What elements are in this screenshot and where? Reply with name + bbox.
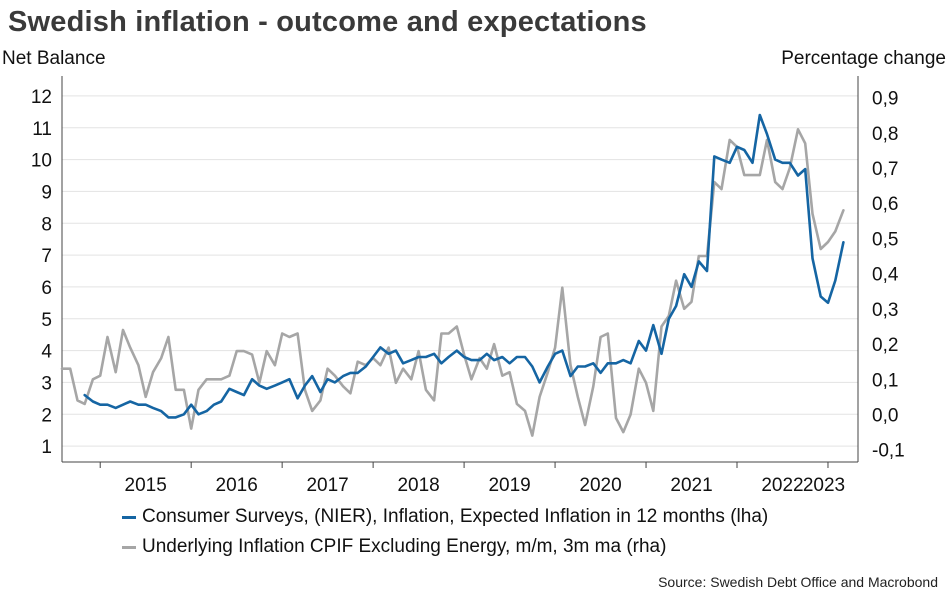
x-tick-label: 2020 [579, 475, 621, 496]
x-tick-label: 2018 [397, 475, 439, 496]
legend-swatch-grey [122, 545, 136, 549]
y-tick-label-left: 4 [41, 342, 52, 363]
y-tick-label-left: 11 [32, 119, 52, 140]
legend-label-consumer-surveys: Consumer Surveys, (NIER), Inflation, Exp… [142, 506, 769, 527]
x-tick-label: 2022 [761, 475, 803, 496]
y-tick-label-right: 0,2 [872, 335, 898, 356]
y-tick-label-left: 9 [41, 182, 52, 203]
y-tick-label-right: 0,1 [872, 370, 898, 391]
x-tick-label: 2016 [216, 475, 258, 496]
y-tick-label-right: 0,4 [872, 265, 899, 286]
x-ticks: 2015 2016 2017 2018 2019 2020 2021 2022 2023 [99, 462, 845, 496]
x-tick-label: 2023 [803, 475, 845, 496]
y-tick-label-right: 0,5 [872, 229, 898, 250]
legend: Consumer Surveys, (NIER), Inflation, Exp… [122, 502, 768, 562]
x-tick-label: 2015 [125, 475, 167, 496]
y-tick-label-right: 0,3 [872, 300, 898, 321]
y-tick-label-left: 12 [31, 87, 52, 108]
y-tick-label-left: 2 [41, 405, 52, 426]
x-tick-label: 2017 [306, 475, 348, 496]
y-tick-label-right: 0,7 [872, 159, 898, 180]
gridlines [62, 95, 858, 447]
y-tick-label-right: 0,9 [872, 89, 898, 110]
chart-title: Swedish inflation - outcome and expectat… [8, 6, 647, 38]
y-tick-label-left: 8 [41, 214, 52, 235]
y-tick-label-right: 0,8 [872, 124, 898, 145]
legend-swatch-blue [122, 515, 136, 519]
y-tick-label-left: 10 [31, 151, 52, 172]
y-tick-label-left: 7 [41, 246, 52, 267]
legend-item-underlying-inflation: Underlying Inflation CPIF Excluding Ener… [122, 532, 768, 562]
legend-label-underlying-inflation: Underlying Inflation CPIF Excluding Ener… [142, 536, 667, 557]
series-lines [60, 113, 845, 437]
y-tick-label-right: -0,1 [872, 441, 905, 462]
left-axis-label: Net Balance [2, 48, 106, 69]
legend-item-consumer-surveys: Consumer Surveys, (NIER), Inflation, Exp… [122, 502, 768, 532]
y-tick-label-left: 3 [41, 373, 52, 394]
x-tick-label: 2021 [670, 475, 712, 496]
y-tick-label-left: 6 [41, 278, 52, 299]
y-tick-label-left: 1 [41, 437, 52, 458]
axes [61, 76, 859, 463]
x-tick-label: 2019 [488, 475, 530, 496]
series-line-consumer-surveys [83, 113, 845, 419]
y-tick-label-right: 0,6 [872, 194, 898, 215]
y-tick-label-left: 5 [41, 310, 52, 331]
right-axis-label: Percentage change [781, 48, 946, 69]
series-line-underlying-inflation [60, 128, 845, 437]
y-tick-label-right: 0,0 [872, 405, 898, 426]
right-y-ticks: -0,1 0,0 0,1 0,2 0,3 0,4 0,5 0,6 0,7 0,8 0,9 [872, 89, 905, 462]
source-note: Source: Swedish Debt Office and Macrobon… [658, 574, 938, 590]
